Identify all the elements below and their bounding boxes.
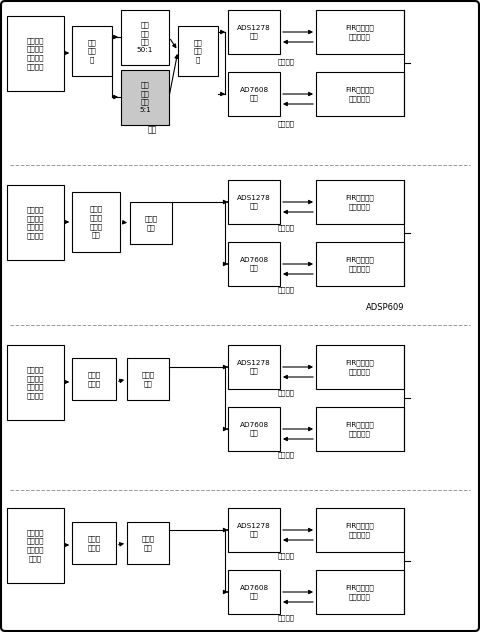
Text: ADS1278
采集: ADS1278 采集 <box>237 25 271 39</box>
Text: 精密电
阻分压: 精密电 阻分压 <box>87 535 101 550</box>
Bar <box>316 345 404 389</box>
Text: 标准直流
电流互感
器模拟量
电流输入: 标准直流 电流互感 器模拟量 电流输入 <box>27 206 44 239</box>
Bar <box>178 26 218 76</box>
Bar <box>7 345 64 420</box>
Text: 精密
电阻
分压
50:1: 精密 电阻 分压 50:1 <box>137 21 153 54</box>
Text: ADSP609: ADSP609 <box>366 303 404 312</box>
Bar <box>228 242 280 286</box>
Bar <box>316 570 404 614</box>
Text: FIR带通滤波
器算法处理: FIR带通滤波 器算法处理 <box>346 422 374 437</box>
Bar <box>316 72 404 116</box>
Text: 切换: 切换 <box>147 126 156 135</box>
Text: FIR低通滤波
器算法处理: FIR低通滤波 器算法处理 <box>346 360 374 375</box>
Text: FIR带通滤波
器算法处理: FIR带通滤波 器算法处理 <box>346 87 374 102</box>
Bar <box>228 345 280 389</box>
Bar <box>121 70 169 125</box>
Text: AD7608
采集: AD7608 采集 <box>240 257 269 271</box>
Bar <box>228 72 280 116</box>
Text: 标准直流
电压互感
器模拟量
电压输入: 标准直流 电压互感 器模拟量 电压输入 <box>27 37 44 70</box>
Text: FIR低通滤波
器算法处理: FIR低通滤波 器算法处理 <box>346 195 374 210</box>
Bar <box>121 10 169 65</box>
Bar <box>316 407 404 451</box>
Text: 时钟同步: 时钟同步 <box>277 225 295 231</box>
Text: 精密电
阻分压: 精密电 阻分压 <box>87 372 101 387</box>
Text: 时钟同步: 时钟同步 <box>277 390 295 396</box>
Bar <box>130 202 172 244</box>
Text: FIR低通滤波
器算法处理: FIR低通滤波 器算法处理 <box>346 25 374 40</box>
Text: 时钟同步: 时钟同步 <box>277 615 295 621</box>
Text: FIR低通滤波
器算法处理: FIR低通滤波 器算法处理 <box>346 523 374 538</box>
Text: 被检直流
电压互感
器模拟量
电压输入: 被检直流 电压互感 器模拟量 电压输入 <box>27 367 44 399</box>
Bar <box>316 10 404 54</box>
Bar <box>316 180 404 224</box>
Text: 时钟同步: 时钟同步 <box>277 121 295 127</box>
Text: 时钟同步: 时钟同步 <box>277 553 295 559</box>
Bar <box>316 508 404 552</box>
Bar <box>316 242 404 286</box>
Text: AD7608
采集: AD7608 采集 <box>240 87 269 101</box>
Bar <box>7 185 64 260</box>
Bar <box>72 26 112 76</box>
Text: AD7608
采集: AD7608 采集 <box>240 585 269 599</box>
Text: FIR带通滤波
器算法处理: FIR带通滤波 器算法处理 <box>346 585 374 600</box>
Text: ADS1278
采集: ADS1278 采集 <box>237 523 271 537</box>
Text: 精密
电阻
分压
5:1: 精密 电阻 分压 5:1 <box>139 82 151 113</box>
Text: 被检直流
电流互感
器模拟电
压输入: 被检直流 电流互感 器模拟电 压输入 <box>27 529 44 562</box>
Bar <box>7 16 64 91</box>
Bar <box>228 508 280 552</box>
Text: 电压跟
随器: 电压跟 随器 <box>142 535 155 550</box>
Bar <box>228 180 280 224</box>
Bar <box>127 522 169 564</box>
Text: ADS1278
采集: ADS1278 采集 <box>237 360 271 374</box>
Text: ADS1278
采集: ADS1278 采集 <box>237 195 271 209</box>
Bar <box>72 192 120 252</box>
Bar <box>228 570 280 614</box>
Bar <box>72 522 116 564</box>
Bar <box>228 407 280 451</box>
Bar <box>72 358 116 400</box>
Text: 时钟同步: 时钟同步 <box>277 287 295 293</box>
Bar <box>7 508 64 583</box>
Text: 电压跟
随器: 电压跟 随器 <box>144 216 157 231</box>
Text: 时钟同步: 时钟同步 <box>277 452 295 458</box>
Text: 电压跟
随器: 电压跟 随器 <box>142 372 155 387</box>
Text: 电压
跟随
器: 电压 跟随 器 <box>88 39 96 63</box>
Text: FIR带通滤波
器算法处理: FIR带通滤波 器算法处理 <box>346 257 374 272</box>
Text: 电压
跟随
器: 电压 跟随 器 <box>193 39 203 63</box>
Bar <box>127 358 169 400</box>
Text: 时钟同步: 时钟同步 <box>277 59 295 65</box>
Text: AD7608
采集: AD7608 采集 <box>240 422 269 436</box>
Text: 零磁通
互感器
和精密
电阻: 零磁通 互感器 和精密 电阻 <box>89 206 103 238</box>
Bar <box>228 10 280 54</box>
